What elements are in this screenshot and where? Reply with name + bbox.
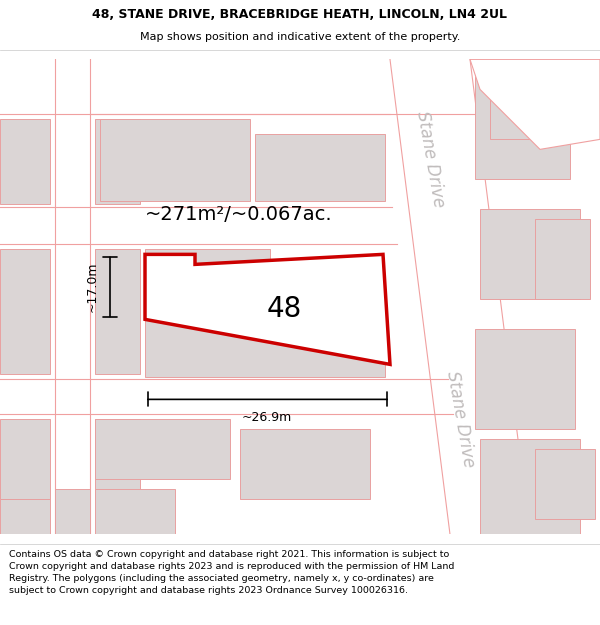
Polygon shape: [0, 59, 390, 114]
Polygon shape: [0, 419, 50, 499]
Polygon shape: [470, 59, 600, 149]
Text: 48: 48: [266, 296, 302, 323]
Text: ~17.0m: ~17.0m: [86, 261, 98, 312]
Text: Stane Drive: Stane Drive: [443, 370, 478, 469]
Polygon shape: [240, 429, 370, 499]
Polygon shape: [95, 119, 140, 204]
Text: ~271m²/~0.067ac.: ~271m²/~0.067ac.: [145, 205, 332, 224]
Polygon shape: [255, 134, 385, 201]
Polygon shape: [95, 489, 175, 534]
Polygon shape: [480, 439, 580, 534]
Polygon shape: [535, 219, 590, 299]
Polygon shape: [145, 254, 390, 364]
Polygon shape: [95, 249, 140, 374]
Polygon shape: [0, 379, 455, 414]
Polygon shape: [480, 209, 580, 299]
Polygon shape: [55, 59, 90, 534]
Polygon shape: [390, 59, 530, 534]
Polygon shape: [475, 329, 575, 429]
Polygon shape: [145, 319, 385, 378]
Polygon shape: [490, 89, 540, 139]
Polygon shape: [0, 499, 50, 534]
Polygon shape: [100, 119, 250, 201]
Text: Contains OS data © Crown copyright and database right 2021. This information is : Contains OS data © Crown copyright and d…: [9, 550, 454, 594]
Polygon shape: [535, 449, 595, 519]
Text: ~26.9m: ~26.9m: [242, 411, 292, 424]
Polygon shape: [55, 489, 90, 534]
Polygon shape: [145, 249, 270, 314]
Polygon shape: [0, 119, 50, 204]
Polygon shape: [95, 419, 140, 499]
Polygon shape: [0, 249, 50, 374]
Polygon shape: [540, 69, 595, 119]
Text: 48, STANE DRIVE, BRACEBRIDGE HEATH, LINCOLN, LN4 2UL: 48, STANE DRIVE, BRACEBRIDGE HEATH, LINC…: [92, 8, 508, 21]
Text: Stane Drive: Stane Drive: [413, 110, 448, 209]
Polygon shape: [0, 208, 400, 244]
Polygon shape: [475, 69, 570, 179]
Polygon shape: [95, 419, 230, 479]
Text: Map shows position and indicative extent of the property.: Map shows position and indicative extent…: [140, 32, 460, 43]
